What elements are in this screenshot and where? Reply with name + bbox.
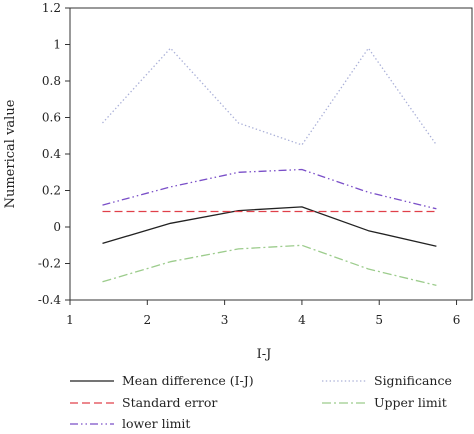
legend-label: Upper limit xyxy=(374,395,447,410)
x-tick-label: 1 xyxy=(66,313,74,327)
y-tick-label: 1 xyxy=(53,38,61,52)
legend-label: lower limit xyxy=(122,416,190,431)
x-axis-title: I-J xyxy=(257,347,272,362)
series-line-lower-limit xyxy=(102,168,437,210)
x-tick-label: 5 xyxy=(375,313,383,327)
y-tick-label: 0.2 xyxy=(42,184,61,198)
y-tick-label: 0.8 xyxy=(42,74,61,88)
series-line-mean-difference-i-j xyxy=(102,206,437,247)
x-tick-label: 2 xyxy=(143,313,151,327)
plot-frame xyxy=(69,7,473,301)
plot-border xyxy=(69,7,473,301)
y-axis-ticks: -0.4 -0.2 0 0.2 0.4 0.6 0.8 1 1.2 xyxy=(38,1,70,307)
x-tick-label: 4 xyxy=(298,313,306,327)
legend-label: Significance xyxy=(374,373,452,388)
y-axis-title: Numerical value xyxy=(3,99,18,208)
legend-label: Mean difference (I-J) xyxy=(122,373,254,388)
legend-label: Standard error xyxy=(122,395,217,410)
series-line-upper-limit xyxy=(102,244,437,287)
y-tick-label: 0.6 xyxy=(42,111,61,125)
y-tick-label: -0.4 xyxy=(38,293,62,307)
series-lines xyxy=(102,47,437,287)
x-tick-label: 3 xyxy=(221,313,229,327)
x-axis-ticks: 1 2 3 4 5 6 xyxy=(66,300,460,327)
y-tick-label: 0 xyxy=(53,220,61,234)
y-tick-label: 1.2 xyxy=(42,1,61,15)
y-tick-label: 0.4 xyxy=(42,147,61,161)
legend: Mean difference (I-J) Significance Standar… xyxy=(70,373,452,431)
series-line-significance xyxy=(102,47,437,146)
y-tick-label: -0.2 xyxy=(38,257,61,271)
x-tick-label: 6 xyxy=(453,313,461,327)
